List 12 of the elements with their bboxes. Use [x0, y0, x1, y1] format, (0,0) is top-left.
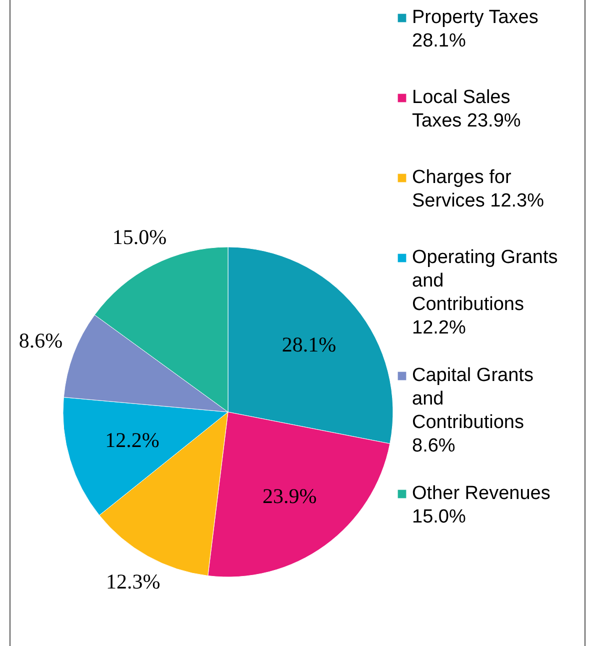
legend-label: Operating Grants and Contributions 12.2% — [412, 247, 558, 338]
data-label: 8.6% — [18, 328, 63, 353]
legend-label: Property Taxes 28.1% — [412, 7, 538, 52]
legend-label: Capital Grants and Contributions 8.6% — [412, 365, 534, 456]
legend-label: Other Revenues 15.0% — [412, 483, 550, 528]
data-label: 15.0% — [112, 225, 167, 250]
legend-label: Local Sales Taxes 23.9% — [412, 87, 521, 132]
data-label: 23.9% — [262, 484, 317, 508]
data-label: 12.2% — [105, 428, 160, 452]
legend-label: Charges for Services 12.3% — [412, 167, 544, 212]
data-label: 28.1% — [282, 332, 336, 356]
data-label: 12.3% — [106, 569, 160, 594]
